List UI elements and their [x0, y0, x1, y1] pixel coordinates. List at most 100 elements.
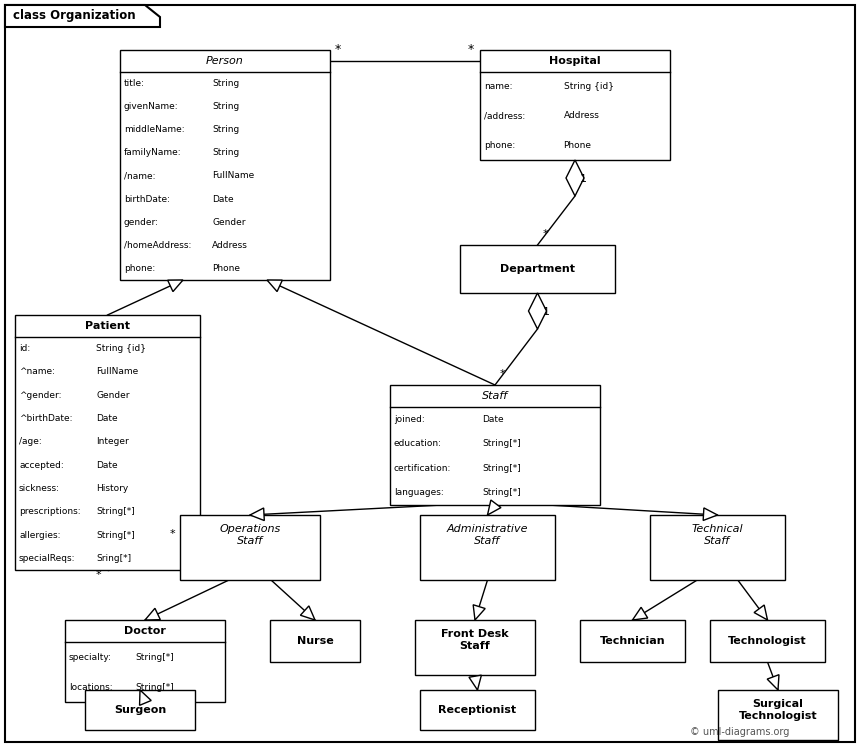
- Text: Person: Person: [206, 56, 244, 66]
- Polygon shape: [5, 5, 160, 27]
- Text: Operations
Staff: Operations Staff: [219, 524, 280, 546]
- Text: Date: Date: [96, 461, 118, 470]
- Text: ^birthDate:: ^birthDate:: [19, 414, 72, 423]
- Text: familyName:: familyName:: [124, 149, 181, 158]
- Text: Technologist: Technologist: [728, 636, 807, 646]
- Polygon shape: [488, 500, 501, 515]
- Text: Patient: Patient: [85, 321, 130, 331]
- Text: title:: title:: [124, 79, 145, 88]
- Bar: [15, 315, 200, 570]
- Text: String[*]: String[*]: [482, 464, 521, 473]
- Text: Address: Address: [563, 111, 599, 120]
- Text: 1: 1: [580, 174, 587, 184]
- Bar: [650, 515, 785, 580]
- Text: String[*]: String[*]: [482, 489, 521, 498]
- Text: String: String: [212, 102, 240, 111]
- Polygon shape: [267, 280, 282, 291]
- Text: accepted:: accepted:: [19, 461, 64, 470]
- Text: id:: id:: [19, 344, 30, 353]
- Bar: [420, 515, 555, 580]
- Text: birthDate:: birthDate:: [124, 195, 170, 204]
- Text: Gender: Gender: [212, 217, 246, 227]
- Text: 1: 1: [543, 307, 550, 317]
- Text: String[*]: String[*]: [135, 683, 174, 692]
- Text: Sring[*]: Sring[*]: [96, 554, 132, 562]
- Polygon shape: [250, 508, 264, 521]
- Text: /address:: /address:: [484, 111, 525, 120]
- Text: specialty:: specialty:: [69, 652, 112, 662]
- Text: givenName:: givenName:: [124, 102, 179, 111]
- Text: Administrative
Staff: Administrative Staff: [446, 524, 528, 546]
- Text: /homeAddress:: /homeAddress:: [124, 241, 192, 249]
- Text: gender:: gender:: [124, 217, 159, 227]
- Text: Nurse: Nurse: [297, 636, 334, 646]
- Text: *: *: [500, 369, 506, 379]
- Bar: [270, 620, 360, 662]
- Text: Department: Department: [500, 264, 575, 274]
- Polygon shape: [529, 293, 546, 329]
- Polygon shape: [473, 605, 485, 620]
- Polygon shape: [145, 608, 160, 620]
- Bar: [65, 620, 225, 702]
- Text: Hospital: Hospital: [550, 56, 601, 66]
- Polygon shape: [703, 508, 717, 521]
- Bar: [710, 620, 825, 662]
- Text: Gender: Gender: [96, 391, 130, 400]
- Bar: [390, 385, 600, 505]
- Text: Receptionist: Receptionist: [439, 705, 517, 715]
- Text: ^gender:: ^gender:: [19, 391, 62, 400]
- Polygon shape: [754, 605, 767, 620]
- Text: String {id}: String {id}: [96, 344, 146, 353]
- Text: Staff: Staff: [482, 391, 508, 401]
- Bar: [120, 50, 330, 280]
- Polygon shape: [300, 606, 315, 620]
- Text: Doctor: Doctor: [124, 626, 166, 636]
- Text: sickness:: sickness:: [19, 484, 60, 493]
- Text: Surgical
Technologist: Surgical Technologist: [739, 699, 817, 721]
- Text: Date: Date: [212, 195, 234, 204]
- Text: certification:: certification:: [394, 464, 452, 473]
- Text: String: String: [212, 149, 240, 158]
- Text: education:: education:: [394, 439, 442, 448]
- Text: joined:: joined:: [394, 415, 425, 424]
- Text: *: *: [543, 229, 548, 239]
- Polygon shape: [168, 280, 183, 291]
- Text: *: *: [95, 570, 101, 580]
- Text: © uml-diagrams.org: © uml-diagrams.org: [690, 727, 789, 737]
- Text: *: *: [335, 43, 341, 56]
- Text: String[*]: String[*]: [482, 439, 521, 448]
- Text: Date: Date: [96, 414, 118, 423]
- Bar: [480, 50, 670, 160]
- Text: String: String: [212, 79, 240, 88]
- Text: FullName: FullName: [212, 172, 255, 181]
- Text: String[*]: String[*]: [96, 507, 135, 516]
- Polygon shape: [469, 675, 482, 690]
- Text: class Organization: class Organization: [13, 10, 136, 22]
- Text: /age:: /age:: [19, 437, 42, 447]
- Text: phone:: phone:: [124, 264, 156, 273]
- Bar: [415, 620, 535, 675]
- Polygon shape: [139, 690, 151, 705]
- Text: locations:: locations:: [69, 683, 113, 692]
- Text: Phone: Phone: [212, 264, 241, 273]
- Bar: [580, 620, 685, 662]
- Text: middleName:: middleName:: [124, 125, 185, 134]
- Text: String[*]: String[*]: [96, 530, 135, 539]
- Text: prescriptions:: prescriptions:: [19, 507, 81, 516]
- Bar: [85, 690, 195, 730]
- Text: Address: Address: [212, 241, 249, 249]
- Text: String {id}: String {id}: [563, 82, 613, 91]
- Bar: [718, 690, 838, 740]
- Text: Phone: Phone: [563, 141, 592, 150]
- Text: FullName: FullName: [96, 368, 138, 376]
- Polygon shape: [632, 607, 648, 620]
- Text: *: *: [468, 43, 474, 56]
- Text: Surgeon: Surgeon: [114, 705, 166, 715]
- Text: Technician: Technician: [599, 636, 666, 646]
- Text: Date: Date: [482, 415, 504, 424]
- Text: specialReqs:: specialReqs:: [19, 554, 76, 562]
- Text: *: *: [170, 530, 175, 539]
- Text: String: String: [212, 125, 240, 134]
- Bar: [460, 245, 615, 293]
- Text: /name:: /name:: [124, 172, 156, 181]
